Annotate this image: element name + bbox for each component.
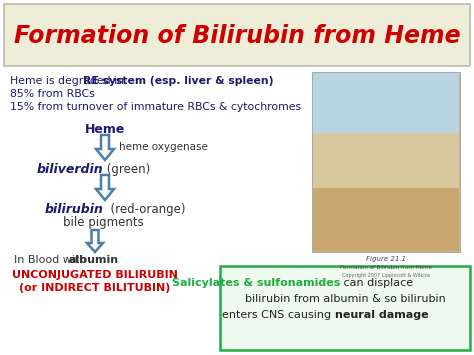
- Text: (green): (green): [103, 163, 150, 176]
- FancyBboxPatch shape: [313, 133, 459, 188]
- Text: 15% from turnover of immature RBCs & cytochromes: 15% from turnover of immature RBCs & cyt…: [10, 102, 301, 112]
- Text: enters CNS causing: enters CNS causing: [222, 310, 335, 320]
- Text: biliverdin: biliverdin: [36, 163, 103, 176]
- Text: Heme is degraded in: Heme is degraded in: [10, 76, 128, 86]
- Text: bilirubin from albumin & so bilirubin: bilirubin from albumin & so bilirubin: [245, 294, 446, 304]
- Polygon shape: [96, 135, 114, 160]
- Text: Formation of Bilirubin from Heme: Formation of Bilirubin from Heme: [14, 24, 460, 48]
- Text: (red-orange): (red-orange): [103, 203, 185, 216]
- FancyBboxPatch shape: [313, 188, 459, 251]
- Text: (or INDIRECT BILITUBIN): (or INDIRECT BILITUBIN): [19, 283, 171, 293]
- Text: UNCONJUGATED BILIRUBIN: UNCONJUGATED BILIRUBIN: [12, 270, 178, 280]
- Text: Copyright 2007 Lippincott & Wilkins: Copyright 2007 Lippincott & Wilkins: [342, 273, 430, 278]
- Text: can displace: can displace: [340, 278, 413, 288]
- Text: In Blood with: In Blood with: [14, 255, 90, 265]
- FancyBboxPatch shape: [313, 73, 459, 133]
- Text: Figure 21.1: Figure 21.1: [366, 256, 406, 262]
- Text: Formation of Bilirubin from Heme: Formation of Bilirubin from Heme: [340, 265, 432, 270]
- Text: albumin: albumin: [69, 255, 119, 265]
- Text: bilirubin: bilirubin: [44, 203, 103, 216]
- Polygon shape: [87, 230, 103, 252]
- Text: Salicylates & sulfonamides: Salicylates & sulfonamides: [172, 278, 340, 288]
- FancyBboxPatch shape: [4, 4, 470, 66]
- Polygon shape: [96, 175, 114, 200]
- Text: Heme: Heme: [85, 123, 125, 136]
- Text: heme oxygenase: heme oxygenase: [119, 142, 208, 153]
- FancyBboxPatch shape: [220, 266, 470, 350]
- FancyBboxPatch shape: [312, 72, 460, 252]
- Text: bile pigments: bile pigments: [63, 216, 143, 229]
- Text: neural damage: neural damage: [335, 310, 428, 320]
- Text: 85% from RBCs: 85% from RBCs: [10, 89, 95, 99]
- Text: RE system (esp. liver & spleen): RE system (esp. liver & spleen): [83, 76, 273, 86]
